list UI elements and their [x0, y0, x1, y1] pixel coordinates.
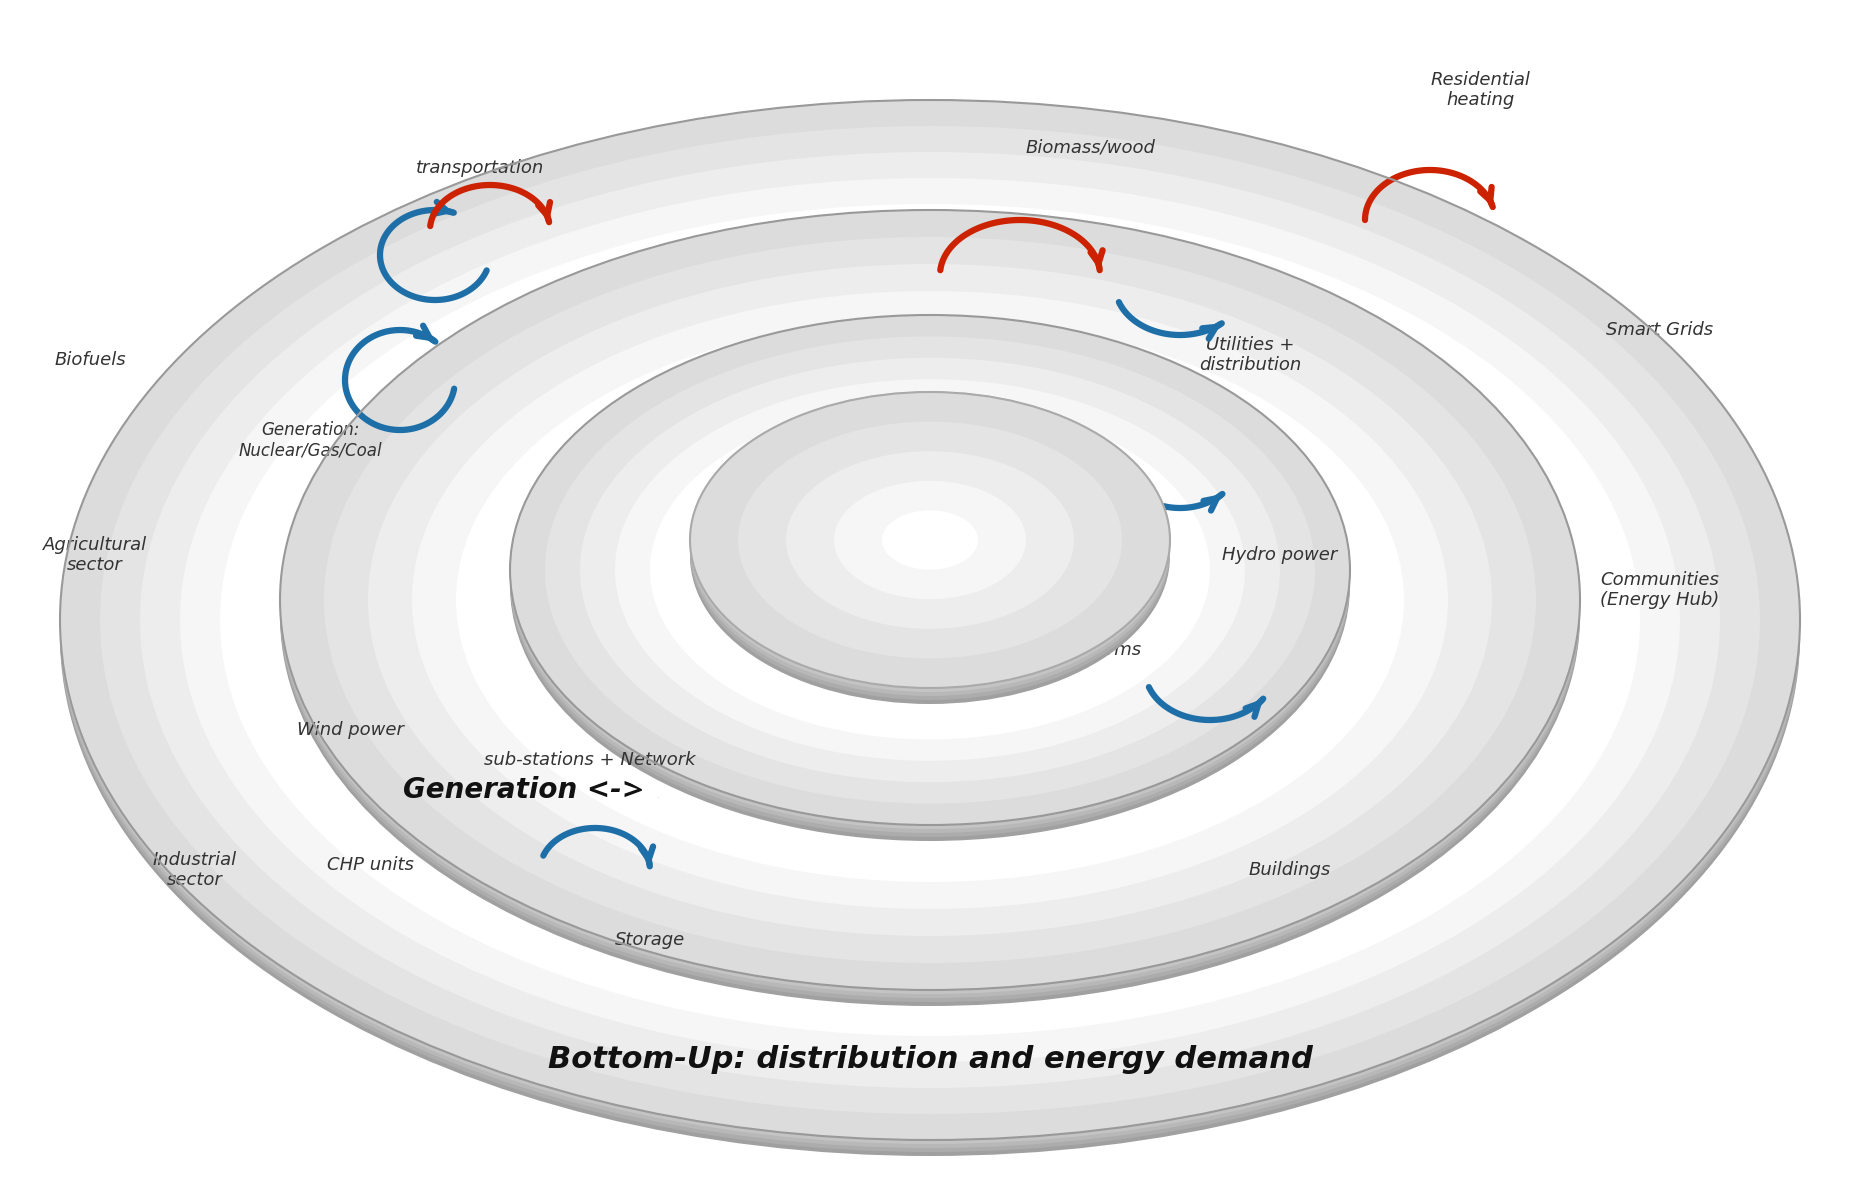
Ellipse shape [281, 214, 1579, 994]
Text: Energy
markets: Energy markets [854, 515, 926, 554]
Ellipse shape [60, 112, 1800, 1152]
Ellipse shape [690, 392, 1170, 688]
Ellipse shape [690, 392, 1170, 688]
Text: Bottom-Up: distribution and energy demand: Bottom-Up: distribution and energy deman… [547, 1046, 1313, 1074]
Text: Top-Down: Top-Down [733, 470, 947, 509]
Text: Utilities +
distribution: Utilities + distribution [1200, 336, 1302, 375]
Text: Residential
heating: Residential heating [1430, 71, 1531, 110]
Text: Storage: Storage [616, 931, 684, 949]
Ellipse shape [690, 396, 1170, 691]
Text: Agricultural
sector: Agricultural sector [43, 535, 147, 574]
Ellipse shape [616, 379, 1244, 761]
Ellipse shape [368, 264, 1492, 936]
Ellipse shape [500, 345, 1360, 855]
Text: sub-stations + Network: sub-stations + Network [484, 751, 696, 769]
Ellipse shape [698, 392, 1162, 677]
Ellipse shape [690, 392, 1170, 688]
Ellipse shape [833, 481, 1027, 599]
Ellipse shape [413, 291, 1447, 909]
Ellipse shape [219, 204, 1641, 1035]
Ellipse shape [787, 452, 1073, 629]
Ellipse shape [100, 126, 1760, 1113]
Ellipse shape [60, 104, 1800, 1144]
Ellipse shape [690, 400, 1170, 696]
Text: Industrial
sector: Industrial sector [153, 851, 236, 889]
Text: CHP units: CHP units [327, 856, 413, 873]
Text: Solar farms: Solar farms [1038, 641, 1142, 660]
Text: Buildings: Buildings [1248, 860, 1332, 879]
Ellipse shape [690, 404, 1170, 700]
Ellipse shape [281, 210, 1579, 991]
Text: Smart Grids: Smart Grids [1607, 322, 1713, 339]
Ellipse shape [180, 178, 1680, 1061]
Ellipse shape [510, 327, 1350, 837]
Text: Wind power: Wind power [296, 721, 404, 739]
Ellipse shape [690, 408, 1170, 704]
Ellipse shape [281, 226, 1579, 1006]
Ellipse shape [324, 238, 1536, 963]
Ellipse shape [281, 210, 1579, 991]
Ellipse shape [649, 401, 1211, 740]
Text: Biomass/wood: Biomass/wood [1025, 139, 1155, 157]
Ellipse shape [140, 152, 1721, 1087]
Ellipse shape [510, 323, 1350, 833]
Text: Communities
(Energy Hub): Communities (Energy Hub) [1600, 571, 1720, 610]
Text: Hydro power: Hydro power [1222, 546, 1337, 564]
Ellipse shape [510, 331, 1350, 842]
Text: transportation: transportation [417, 160, 545, 177]
Text: Macro Economy & Policy: Macro Economy & Policy [679, 630, 1099, 660]
Ellipse shape [684, 422, 1176, 717]
Ellipse shape [882, 511, 978, 570]
Text: Policy: Policy [1030, 535, 1079, 554]
Text: Generation:
Nuclear/Gas/Coal: Generation: Nuclear/Gas/Coal [238, 421, 381, 460]
Ellipse shape [60, 108, 1800, 1148]
Ellipse shape [456, 318, 1404, 882]
Ellipse shape [510, 319, 1350, 829]
Ellipse shape [260, 230, 1600, 1009]
Ellipse shape [580, 358, 1280, 782]
Text: Energy sectors: Energy sectors [798, 670, 943, 689]
Ellipse shape [545, 337, 1315, 804]
Ellipse shape [281, 217, 1579, 998]
Text: Generation <-> transmission + infrastructure: Generation <-> transmission + infrastruc… [404, 777, 1118, 804]
Text: Biofuels: Biofuels [54, 351, 126, 369]
Ellipse shape [281, 222, 1579, 1002]
Ellipse shape [738, 422, 1122, 658]
Text: Investments: Investments [954, 462, 986, 558]
Ellipse shape [60, 100, 1800, 1139]
Ellipse shape [60, 116, 1800, 1156]
Text: Economy:
labor, capital, goods: Economy: labor, capital, goods [772, 571, 939, 610]
Ellipse shape [60, 100, 1800, 1139]
Ellipse shape [510, 314, 1350, 825]
Ellipse shape [510, 314, 1350, 825]
